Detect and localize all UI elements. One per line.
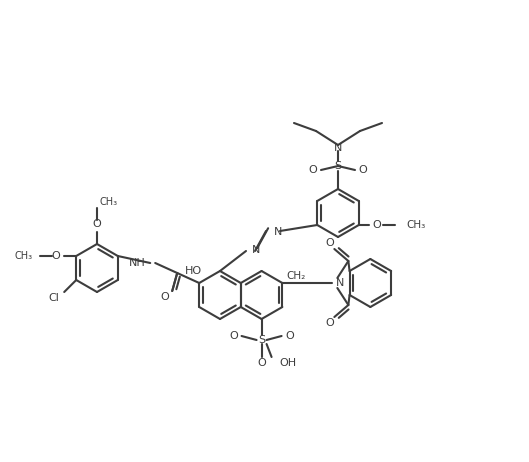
Text: CH₃: CH₃ xyxy=(100,197,118,207)
Text: O: O xyxy=(325,318,334,328)
Text: O: O xyxy=(285,331,294,341)
Text: CH₃: CH₃ xyxy=(14,251,32,261)
Text: N: N xyxy=(334,143,342,153)
Text: N: N xyxy=(274,227,282,237)
Text: O: O xyxy=(308,165,317,175)
Text: O: O xyxy=(229,331,238,341)
Text: O: O xyxy=(161,292,170,302)
Text: O: O xyxy=(93,219,102,229)
Text: NH: NH xyxy=(129,258,145,268)
Text: CH₃: CH₃ xyxy=(407,220,426,230)
Text: O: O xyxy=(359,165,367,175)
Text: O: O xyxy=(257,358,266,368)
Text: S: S xyxy=(334,161,342,171)
Text: O: O xyxy=(325,238,334,248)
Text: N: N xyxy=(252,245,260,255)
Text: N: N xyxy=(336,278,345,288)
Text: O: O xyxy=(52,251,61,261)
Text: HO: HO xyxy=(185,266,202,276)
Text: CH₂: CH₂ xyxy=(287,271,306,281)
Text: OH: OH xyxy=(279,358,297,368)
Text: S: S xyxy=(258,335,265,345)
Text: Cl: Cl xyxy=(49,293,60,303)
Text: O: O xyxy=(372,220,381,230)
